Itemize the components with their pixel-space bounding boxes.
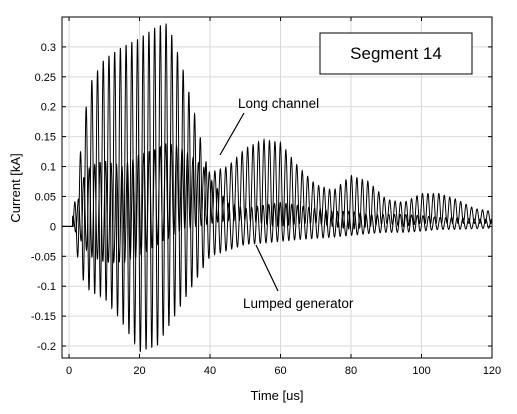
annotation-lumped-generator: Lumped generator bbox=[243, 244, 354, 311]
segment-box-frame bbox=[319, 32, 473, 75]
y-tick-label: -0.2 bbox=[37, 341, 56, 353]
x-tick-label: 20 bbox=[133, 365, 145, 377]
series-line-lumped-generator bbox=[62, 23, 493, 352]
y-axis-label: Current [kA] bbox=[8, 153, 23, 222]
x-tick-label: 120 bbox=[483, 365, 501, 377]
axis-ticks: 0 20 40 60 80 100 120 -0.2 -0.15 -0.1 -0.05 0 0.05 0.… bbox=[31, 17, 501, 377]
y-tick-label: 0.2 bbox=[41, 102, 56, 114]
x-tick-label: 80 bbox=[345, 365, 357, 377]
x-axis-label: Time [us] bbox=[251, 388, 304, 403]
y-tick-label: -0.1 bbox=[37, 281, 56, 293]
annotation-lumped-generator-text: Lumped generator bbox=[243, 296, 354, 311]
series-line-long-channel bbox=[62, 137, 493, 264]
x-tick-label: 60 bbox=[274, 365, 286, 377]
y-tick-label: 0.15 bbox=[35, 132, 56, 144]
series-layer bbox=[62, 23, 493, 352]
plot-frame bbox=[61, 16, 493, 359]
annotation-long-channel: Long channel bbox=[219, 96, 319, 156]
segment-label-box: Segment 14 bbox=[319, 32, 473, 75]
y-tick-label: 0.3 bbox=[41, 42, 56, 54]
y-tick-label: 0 bbox=[50, 221, 56, 233]
x-tick-label: 0 bbox=[66, 365, 72, 377]
annotation-long-channel-text: Long channel bbox=[238, 96, 319, 111]
y-tick-label: 0.1 bbox=[41, 162, 56, 174]
x-tick-label: 100 bbox=[412, 365, 430, 377]
x-tick-label: 40 bbox=[204, 365, 216, 377]
annotation-arrow-lumped-generator bbox=[255, 244, 279, 292]
y-tick-label: 0.25 bbox=[35, 72, 56, 84]
annotation-arrow-long-channel bbox=[219, 112, 245, 156]
y-tick-label: 0.05 bbox=[35, 191, 56, 203]
y-tick-label: -0.05 bbox=[31, 251, 56, 263]
segment-label: Segment 14 bbox=[350, 44, 442, 63]
y-tick-label: -0.15 bbox=[31, 311, 56, 323]
